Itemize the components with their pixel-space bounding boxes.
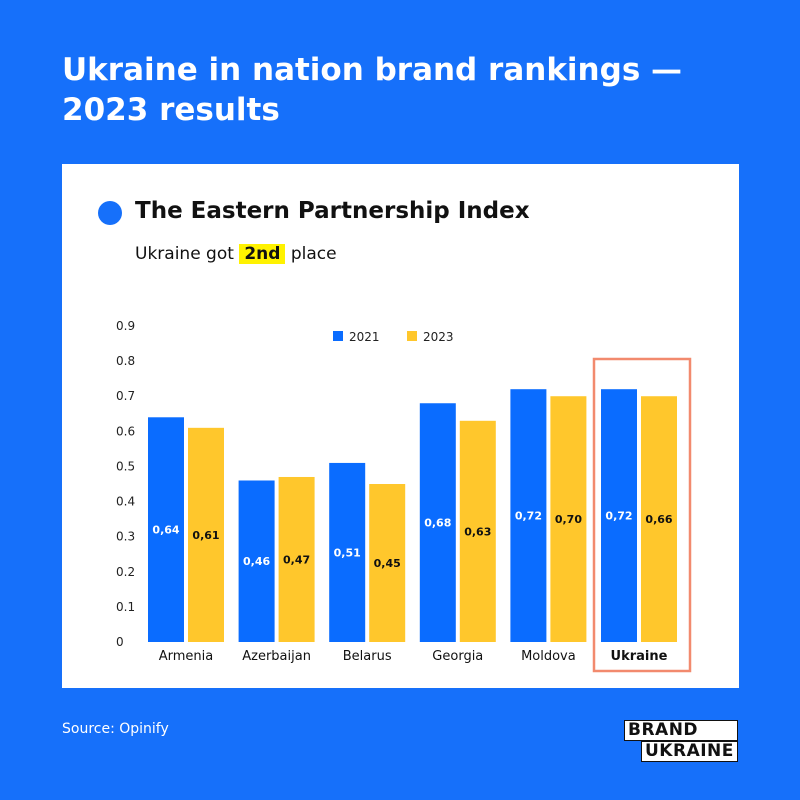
legend-swatch <box>407 331 417 341</box>
bar-2021-azerbaijan <box>238 480 275 642</box>
brand-ukraine-logo: BRAND UKRAINE <box>624 720 738 762</box>
bar-2021-moldova <box>510 389 547 642</box>
data-label: 0,51 <box>334 546 361 559</box>
bar-2021-armenia <box>148 417 184 642</box>
bar-2023-ukraine <box>641 396 677 642</box>
y-tick-label: 0.2 <box>116 565 135 579</box>
rank-highlight: 2nd <box>239 244 286 264</box>
bar-2023-armenia <box>188 427 224 642</box>
data-label: 0,47 <box>283 553 310 566</box>
x-tick-label: Belarus <box>343 649 392 664</box>
bar-2021-georgia <box>419 403 456 642</box>
legend-label: 2021 <box>349 330 380 344</box>
page-title: Ukraine in nation brand rankings — 2023 … <box>62 52 683 128</box>
y-tick-label: 0.4 <box>116 495 135 509</box>
y-tick-label: 0.8 <box>116 354 135 368</box>
data-label: 0,45 <box>374 557 401 570</box>
source-note: Source: Opinify <box>62 721 169 737</box>
bar-2021-belarus <box>329 462 366 642</box>
y-tick-label: 0 <box>116 635 124 649</box>
bar-2023-georgia <box>459 420 496 642</box>
x-tick-label: Moldova <box>521 649 576 664</box>
highlight-box <box>592 357 692 673</box>
data-label: 0,70 <box>555 513 582 526</box>
data-label: 0,61 <box>192 529 219 542</box>
bar-2023-belarus <box>369 484 406 642</box>
x-tick-label: Georgia <box>432 649 483 664</box>
legend-label: 2023 <box>423 330 454 344</box>
bullet-dot-icon <box>98 201 122 225</box>
data-label: 0,66 <box>645 513 672 526</box>
legend-swatch <box>333 331 343 341</box>
y-tick-label: 0.1 <box>116 600 135 614</box>
y-tick-label: 0.5 <box>116 459 135 473</box>
bar-2021-ukraine <box>601 389 637 642</box>
data-label: 0,63 <box>464 525 491 538</box>
data-label: 0,72 <box>515 510 542 523</box>
chart-subtitle: Ukraine got 2nd place <box>135 244 337 264</box>
y-tick-label: 0.6 <box>116 424 135 438</box>
y-tick-label: 0.9 <box>116 319 135 333</box>
x-tick-label: Armenia <box>159 649 214 664</box>
y-tick-label: 0.3 <box>116 530 135 544</box>
bar-2023-moldova <box>550 396 587 642</box>
chart-title: The Eastern Partnership Index <box>135 198 530 224</box>
data-label: 0,68 <box>424 517 451 530</box>
bar-2023-azerbaijan <box>278 476 315 642</box>
x-tick-label: Ukraine <box>611 649 668 664</box>
y-tick-label: 0.7 <box>116 389 135 403</box>
data-label: 0,46 <box>243 555 270 568</box>
data-label: 0,72 <box>605 510 632 523</box>
data-label: 0,64 <box>152 524 179 537</box>
x-tick-label: Azerbaijan <box>242 649 311 664</box>
